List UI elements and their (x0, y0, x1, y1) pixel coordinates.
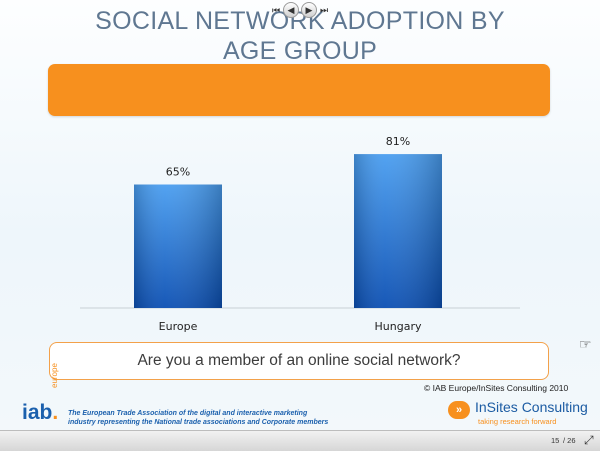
insites-tagline: taking research forward (478, 417, 557, 426)
iab-logo-subtext: europe (50, 363, 59, 388)
expand-icon[interactable]: ⤢ (584, 433, 594, 447)
iab-logo-dot: . (52, 401, 59, 424)
x-tick-label-europe: Europe (159, 320, 198, 333)
data-label-hungary: 81% (386, 135, 410, 148)
total-pages: / 26 (563, 436, 576, 445)
copyright-text: © IAB Europe/InSites Consulting 2010 (424, 383, 569, 393)
player-toolbar (0, 430, 600, 451)
iab-tagline: The European Trade Association of the di… (68, 409, 358, 427)
iab-logo: iab. (22, 401, 58, 425)
bar-shading-europe (134, 184, 222, 308)
previous-slide-icon: ◀ (287, 5, 295, 15)
current-page-number: 15 (551, 436, 560, 445)
orange-banner (48, 64, 550, 116)
bar-chart: 65% Europe 81% Hungary (80, 135, 520, 333)
insites-name: InSites Consulting (475, 399, 588, 415)
survey-question: Are you a member of an online social net… (49, 342, 549, 380)
next-slide-icon: ▶ (305, 5, 313, 15)
x-tick-label-hungary: Hungary (375, 320, 422, 333)
slide-title: SOCIAL NETWORK ADOPTION BY AGE GROUP (40, 6, 560, 66)
slide-title-line2: AGE GROUP (222, 37, 378, 65)
hand-pointer-icon: ☞ (579, 336, 592, 352)
slide-title-line1: SOCIAL NETWORK ADOPTION BY (95, 7, 505, 35)
slide: SOCIAL NETWORK ADOPTION BY AGE GROUP 65%… (0, 0, 600, 430)
previous-slide-button[interactable]: ◀ (283, 2, 299, 18)
last-slide-icon[interactable]: ⏭ (319, 5, 329, 15)
iab-logo-text: iab (22, 401, 53, 424)
data-label-europe: 65% (166, 166, 190, 179)
insites-logo-mark-icon: » (448, 401, 470, 419)
iab-tagline-line1: The European Trade Association of the di… (68, 410, 308, 417)
first-slide-icon[interactable]: ⏮ (271, 5, 281, 15)
bar-shading-hungary (354, 154, 442, 308)
iab-tagline-line2: industry representing the National trade… (68, 419, 329, 426)
next-slide-button[interactable]: ▶ (301, 2, 317, 18)
